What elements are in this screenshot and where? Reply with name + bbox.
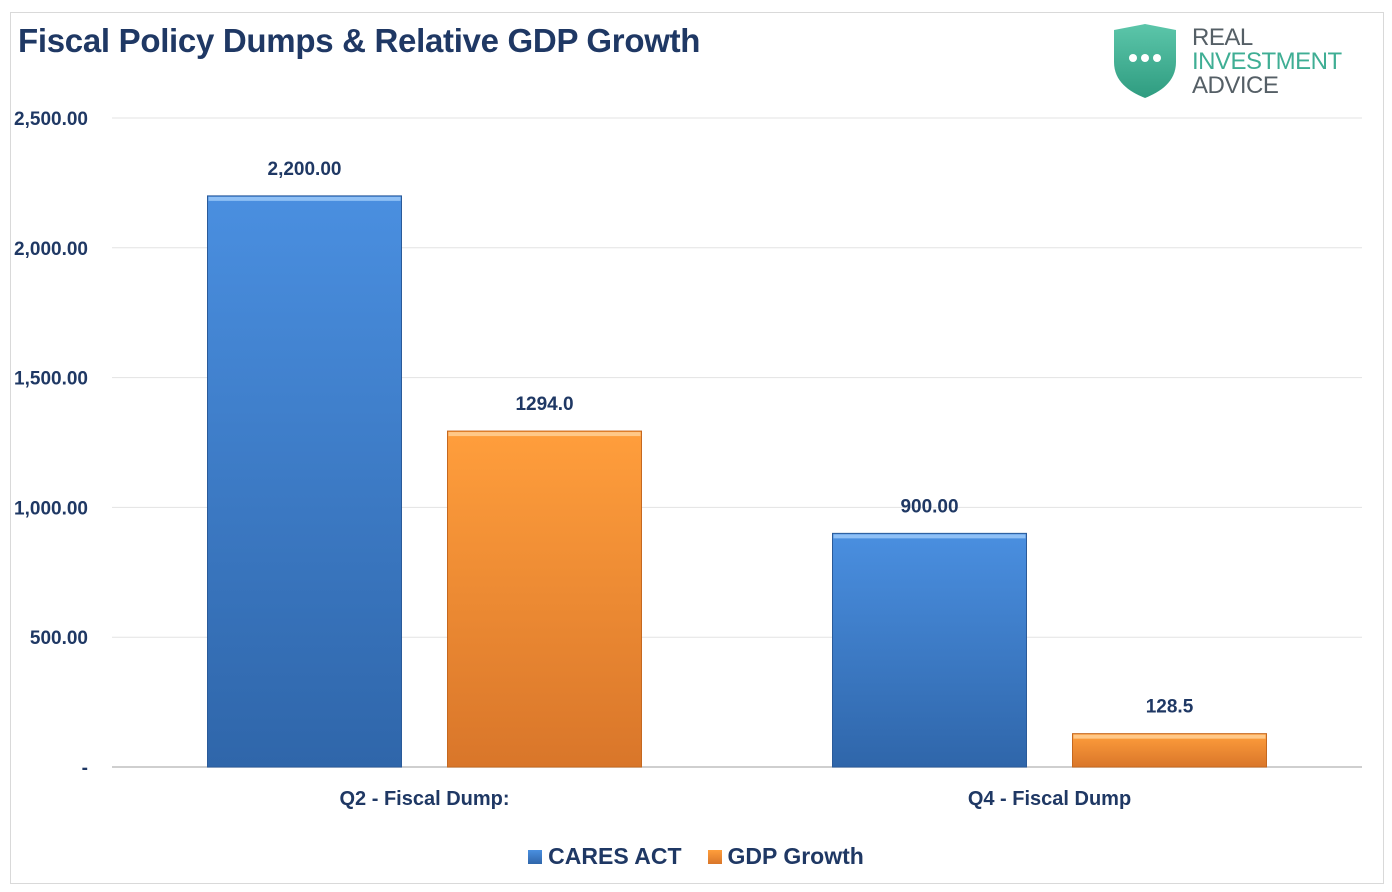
bars [207, 195, 1267, 768]
data-labels: 2,200.00 1294.0 900.00 128.5 [268, 159, 1194, 718]
data-label-gdp-growth: 1294.0 [515, 394, 573, 415]
data-label-cares-act: 2,200.00 [268, 159, 342, 180]
y-tick-label: 2,000.00 [14, 239, 88, 260]
bar-cares-act [832, 532, 1027, 768]
legend-item-gdp-growth: GDP Growth [707, 843, 864, 870]
legend-label-gdp-growth: GDP Growth [727, 843, 864, 869]
y-tick-label: 500.00 [30, 628, 88, 649]
brand-logo: REAL INVESTMENT ADVICE [1110, 22, 1370, 102]
legend-label-cares-act: CARES ACT [548, 843, 682, 869]
chart-legend: CARES ACT GDP Growth [0, 843, 1392, 870]
bar-highlight [1073, 734, 1266, 739]
y-tick-label: 1,500.00 [14, 369, 88, 390]
x-axis-ticks: Q2 - Fiscal Dump: Q4 - Fiscal Dump [339, 788, 1131, 810]
bar-highlight [448, 432, 641, 437]
y-axis-ticks: - 500.00 1,000.00 1,500.00 2,000.00 2,500.00 [14, 109, 88, 779]
bar-highlight [208, 196, 401, 201]
x-tick-label: Q2 - Fiscal Dump: [339, 788, 509, 810]
y-tick-label: - [82, 758, 88, 779]
chart-title: Fiscal Policy Dumps & Relative GDP Growt… [18, 22, 701, 59]
legend-swatch-gdp-growth [707, 849, 722, 864]
bar-gdp-growth [1072, 733, 1267, 768]
data-label-cares-act: 900.00 [900, 496, 958, 517]
bar-cares-act [207, 195, 402, 768]
y-tick-label: 2,500.00 [14, 109, 88, 130]
shield-logo-icon [1114, 24, 1176, 98]
y-tick-label: 1,000.00 [14, 498, 88, 519]
bar-gdp-growth [447, 430, 642, 768]
x-tick-label: Q4 - Fiscal Dump [968, 788, 1131, 810]
brand-line-2: INVESTMENT [1192, 48, 1342, 75]
bar-highlight [833, 534, 1026, 539]
data-label-gdp-growth: 128.5 [1146, 697, 1194, 718]
brand-line-1: REAL [1192, 24, 1253, 51]
legend-swatch-cares-act [528, 849, 543, 864]
legend-item-cares-act: CARES ACT [528, 843, 682, 870]
brand-line-3: ADVICE [1192, 72, 1279, 99]
